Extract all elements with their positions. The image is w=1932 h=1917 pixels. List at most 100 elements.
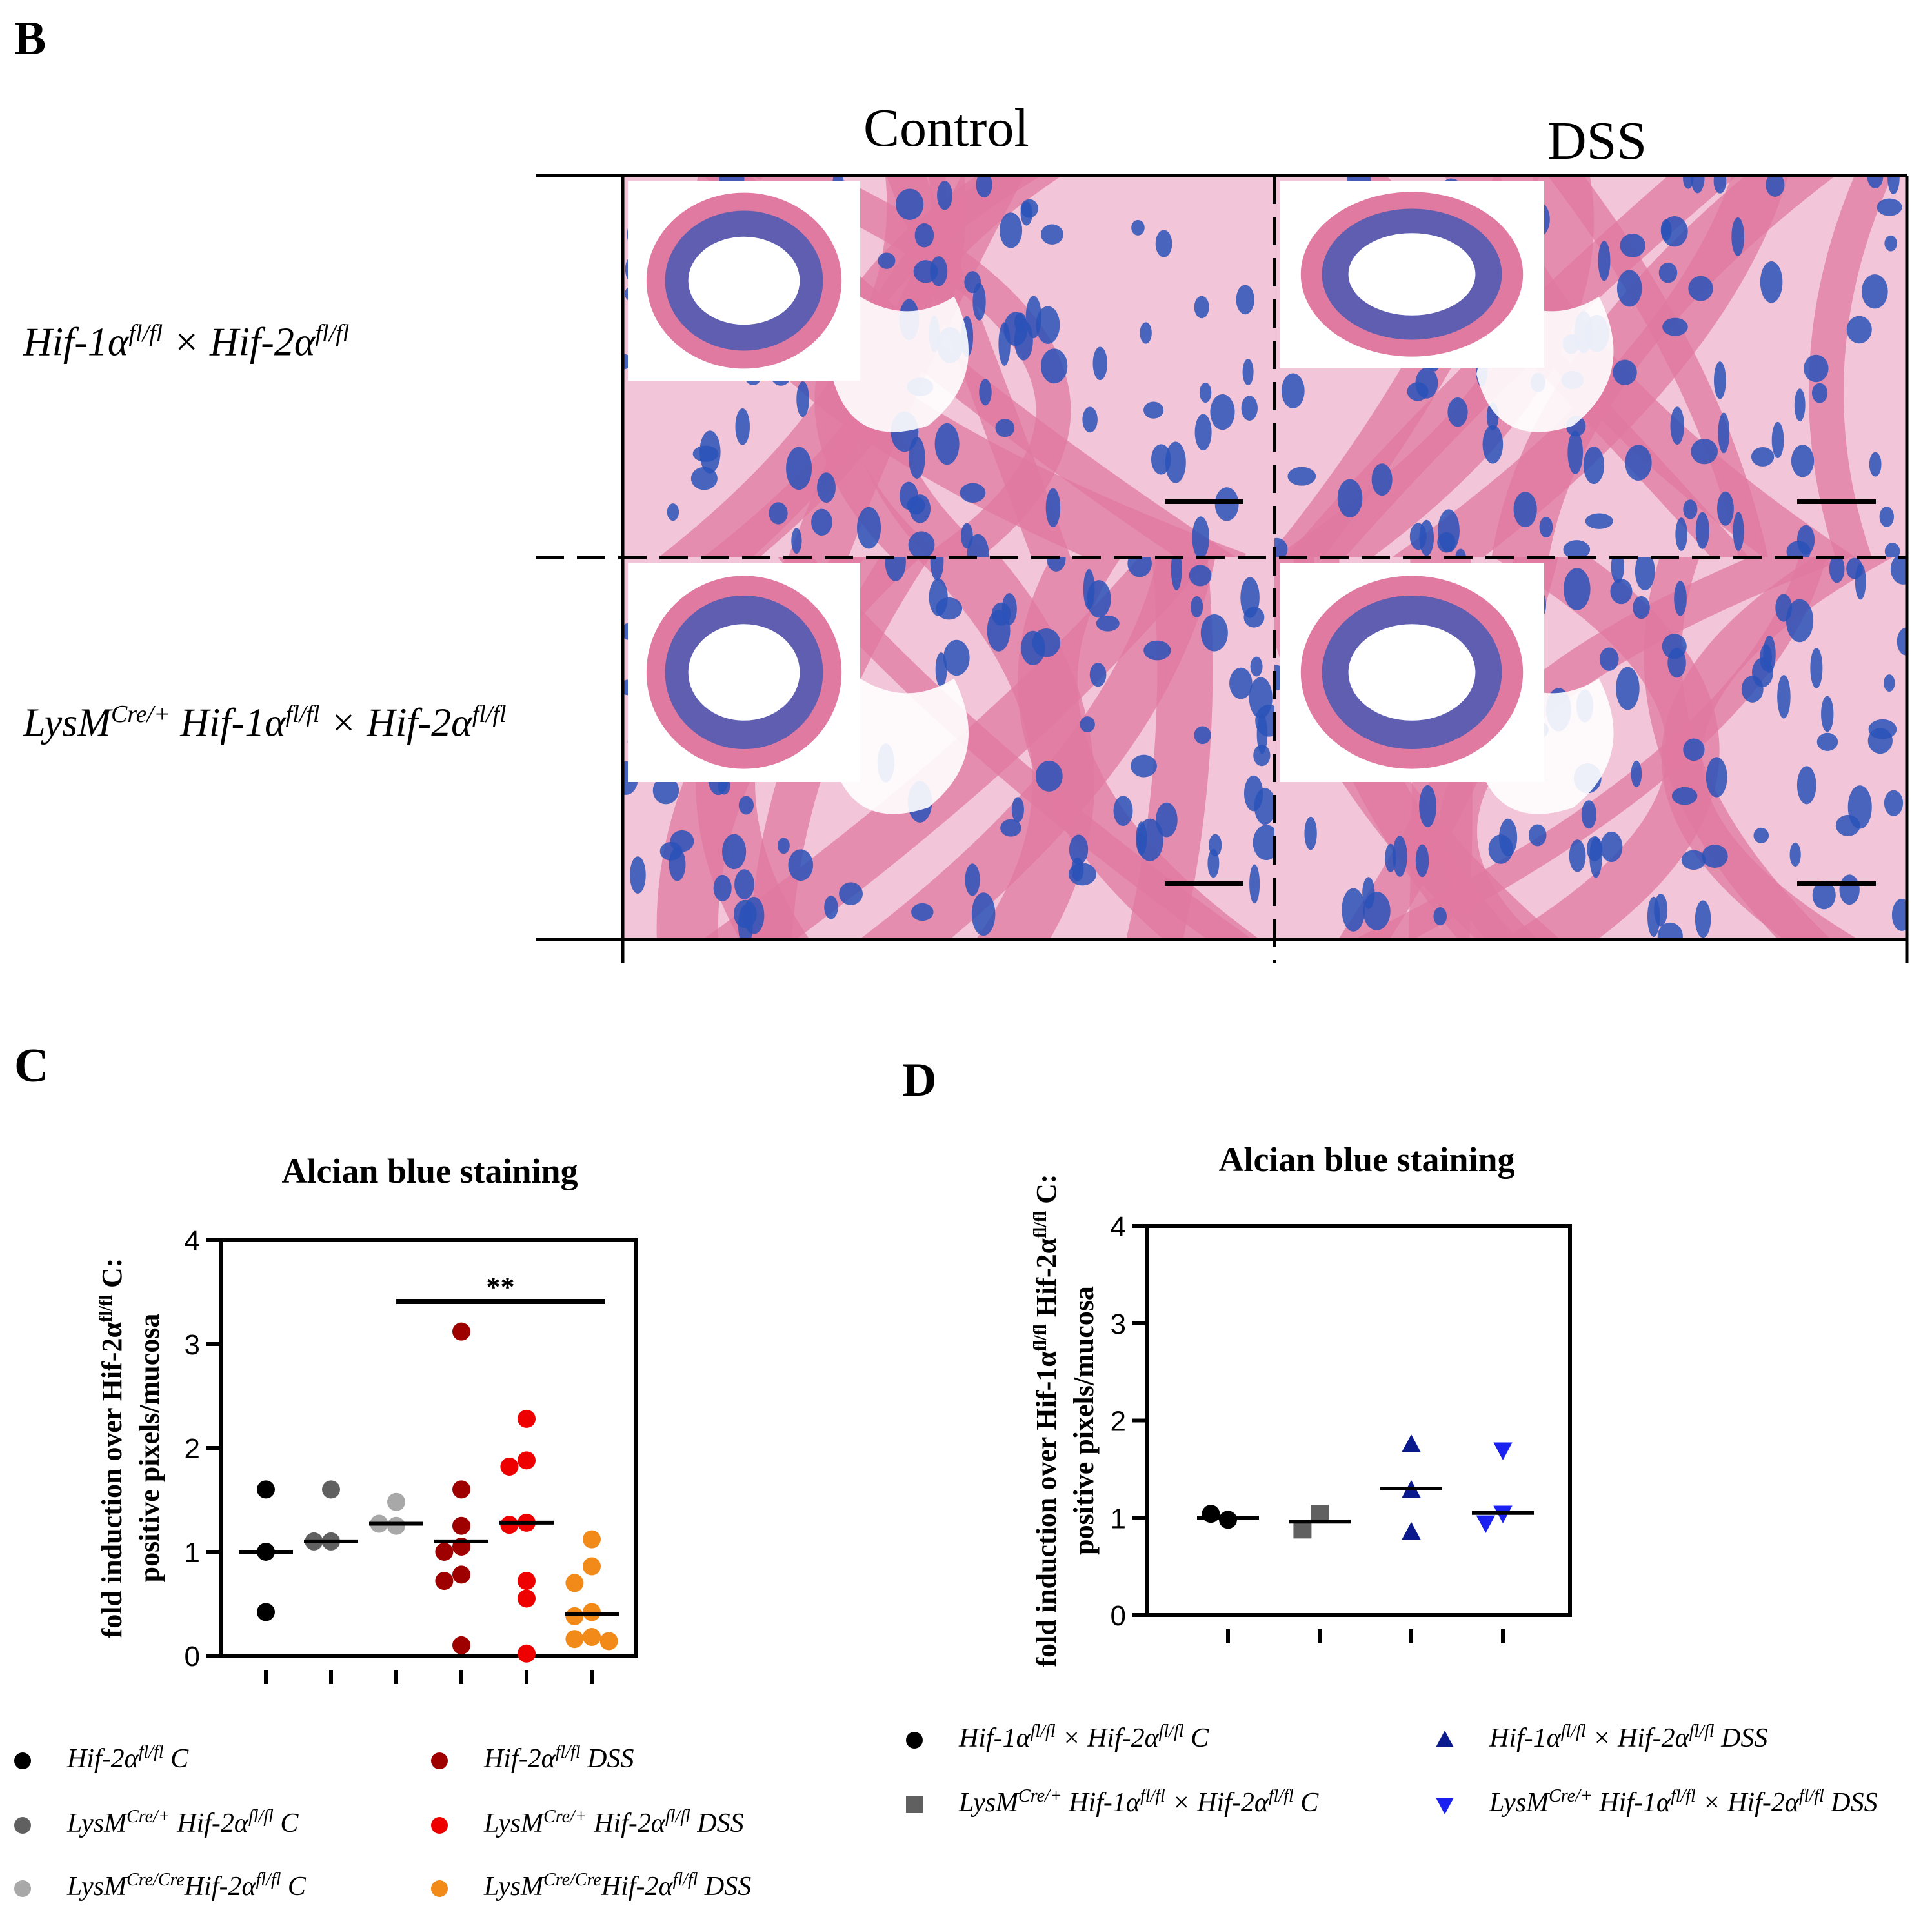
legend-item: LysMCre/CreHif-2αfl/fl C [12, 1870, 306, 1902]
legend-marker [906, 1796, 923, 1814]
legend-item: Hif-2αfl/fl DSS [428, 1742, 634, 1774]
y-axis-label: positive pixels/mucosa [134, 1314, 165, 1583]
plot-frame [1145, 1224, 1572, 1617]
data-point [452, 1516, 470, 1535]
legend-label: Hif-2αfl/fl DSS [484, 1742, 634, 1774]
y-tick-label: 0 [1111, 1600, 1126, 1632]
y-tick-label: 2 [185, 1433, 200, 1465]
data-point [452, 1322, 470, 1341]
legend-item: Hif-1αfl/fl × Hif-2αfl/fl DSS [1434, 1721, 1767, 1754]
legend-marker [1436, 1798, 1454, 1815]
legend-marker [906, 1732, 923, 1749]
y-tick-label: 3 [1111, 1309, 1126, 1340]
legend-label: LysMCre/+ Hif-1αfl/fl × Hif-2αfl/fl C [959, 1786, 1319, 1818]
legend-marker-shape [906, 1732, 923, 1749]
data-point [387, 1492, 405, 1511]
legend-marker-shape [14, 1752, 31, 1770]
data-point [583, 1530, 601, 1549]
y-axis-label: positive pixels/mucosa [1068, 1286, 1100, 1555]
data-point [1219, 1511, 1237, 1529]
legend-label: Hif-1αfl/fl × Hif-2αfl/fl DSS [1489, 1721, 1768, 1753]
significance-label: ** [487, 1271, 515, 1303]
data-point [500, 1457, 519, 1476]
data-point [583, 1603, 601, 1621]
panel-letter-b: B [14, 12, 46, 65]
y-axis-label: fold induction over Hif-2αfl/fl C: [96, 1258, 128, 1638]
legend-marker-shape [906, 1796, 923, 1814]
legend-marker [431, 1752, 448, 1770]
data-point [518, 1589, 536, 1608]
data-point [583, 1628, 601, 1647]
legend-marker [14, 1880, 31, 1898]
panel-letter-c: C [14, 1039, 49, 1092]
micrograph-0 [623, 176, 1274, 557]
data-point [518, 1409, 536, 1428]
data-point [1202, 1505, 1220, 1523]
y-tick-label: 4 [1111, 1211, 1126, 1243]
legend-marker [14, 1817, 31, 1834]
legend-marker [431, 1880, 448, 1898]
chart-title: Alcian blue staining [1218, 1140, 1514, 1179]
micrograph-3 [1274, 557, 1907, 939]
legend-label: LysMCre/CreHif-2αfl/fl C [67, 1870, 306, 1902]
data-point [565, 1607, 584, 1625]
y-axis-label: fold induction over Hif-1αfl/fl Hif-2αfl… [1031, 1174, 1063, 1667]
legend-item: LysMCre/+ Hif-1αfl/fl × Hif-2αfl/fl C [903, 1786, 1318, 1818]
data-point [518, 1572, 536, 1591]
legend-marker-shape [14, 1880, 31, 1898]
data-point [1402, 1434, 1421, 1452]
group-0 [257, 1480, 275, 1621]
data-point [1493, 1442, 1513, 1460]
legend-label: LysMCre/+ Hif-1αfl/fl × Hif-2αfl/fl DSS [1489, 1786, 1878, 1818]
legend-label: Hif-1αfl/fl × Hif-2αfl/fl C [959, 1721, 1209, 1753]
data-point [500, 1516, 519, 1534]
chart-title: Alcian blue staining [281, 1152, 578, 1190]
data-point [387, 1516, 405, 1535]
y-tick-label: 3 [185, 1329, 200, 1361]
legend-marker [431, 1817, 448, 1834]
legend-item: LysMCre/CreHif-2αfl/fl DSS [428, 1870, 751, 1902]
legend-marker-shape [14, 1817, 31, 1834]
data-point [452, 1565, 470, 1584]
legend-marker [1436, 1731, 1454, 1747]
y-tick-label: 0 [185, 1641, 200, 1672]
data-point [518, 1644, 536, 1663]
micrograph-1 [1274, 176, 1907, 557]
data-point [599, 1632, 618, 1651]
data-point [452, 1480, 470, 1499]
group-3 [1476, 1442, 1513, 1533]
y-tick-label: 2 [1111, 1406, 1126, 1438]
legend-marker-shape [1436, 1731, 1454, 1747]
legend-marker-shape [1436, 1798, 1454, 1815]
legend-item: LysMCre/+ Hif-2αfl/fl DSS [428, 1807, 744, 1839]
data-point [257, 1480, 275, 1499]
legend-label: LysMCre/+ Hif-2αfl/fl C [67, 1807, 299, 1838]
legend-item: Hif-1αfl/fl × Hif-2αfl/fl C [903, 1721, 1209, 1754]
group-4 [500, 1409, 536, 1663]
data-point [1402, 1521, 1421, 1540]
column-header-dss: DSS [1547, 111, 1647, 171]
data-point [257, 1603, 275, 1621]
group-1 [305, 1480, 340, 1551]
legend-marker [14, 1752, 31, 1770]
data-point [565, 1574, 584, 1592]
y-tick-label: 1 [1111, 1503, 1126, 1534]
legend-label: LysMCre/+ Hif-2αfl/fl DSS [484, 1807, 744, 1838]
legend-marker-shape [431, 1752, 448, 1770]
micrograph-2 [623, 557, 1274, 939]
data-point [565, 1630, 584, 1649]
data-point [452, 1636, 470, 1654]
row-label-lysm: LysMCre/+ Hif-1αfl/fl × Hif-2αfl/fl [23, 701, 507, 745]
legend-item: LysMCre/+ Hif-1αfl/fl × Hif-2αfl/fl DSS [1434, 1786, 1878, 1818]
data-point [322, 1480, 340, 1499]
y-tick-label: 1 [185, 1537, 200, 1569]
panel-letter-d: D [902, 1054, 937, 1107]
group-5 [565, 1530, 618, 1651]
row-label-wildtype: Hif-1αfl/fl × Hif-2αfl/fl [23, 320, 350, 365]
data-point [435, 1543, 454, 1561]
group-2 [370, 1492, 405, 1535]
legend-item: LysMCre/+ Hif-2αfl/fl C [12, 1807, 298, 1839]
data-point [1476, 1515, 1496, 1533]
